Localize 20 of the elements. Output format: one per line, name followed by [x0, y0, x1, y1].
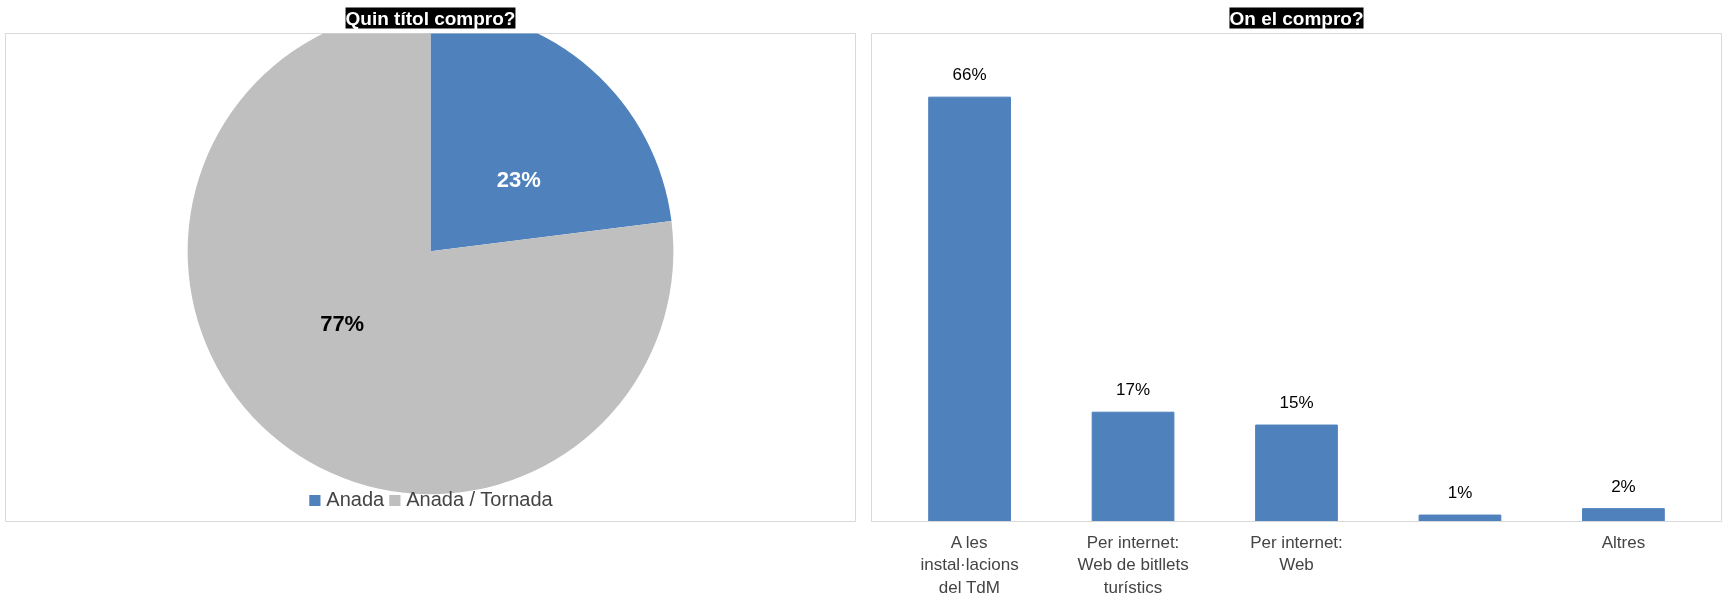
chart-title: Quin títol compro? — [345, 7, 516, 29]
bar — [1091, 411, 1175, 522]
x-tick-label: Altres — [1601, 532, 1646, 552]
data-label: 1% — [1447, 483, 1473, 503]
legend-label: Anada — [326, 488, 385, 511]
bar — [1418, 514, 1502, 522]
bar — [928, 96, 1011, 522]
x-tick-label: Per internet: Web — [1250, 532, 1343, 575]
data-label: 66% — [952, 65, 987, 85]
data-label: 2% — [1611, 476, 1636, 496]
data-label: 15% — [1279, 393, 1314, 413]
data-label: 23% — [496, 166, 541, 192]
bar — [1582, 508, 1665, 522]
bar — [1255, 424, 1338, 522]
chart-title: On el compro? — [1229, 7, 1364, 29]
legend-label: Anada / Tornada — [406, 488, 553, 511]
data-label: 17% — [1116, 380, 1151, 400]
x-tick-label: A les instal·lacions del TdM — [920, 532, 1019, 598]
data-label: 77% — [320, 310, 365, 336]
x-tick-label: Per internet: Web de bitllets turístics — [1077, 532, 1189, 598]
